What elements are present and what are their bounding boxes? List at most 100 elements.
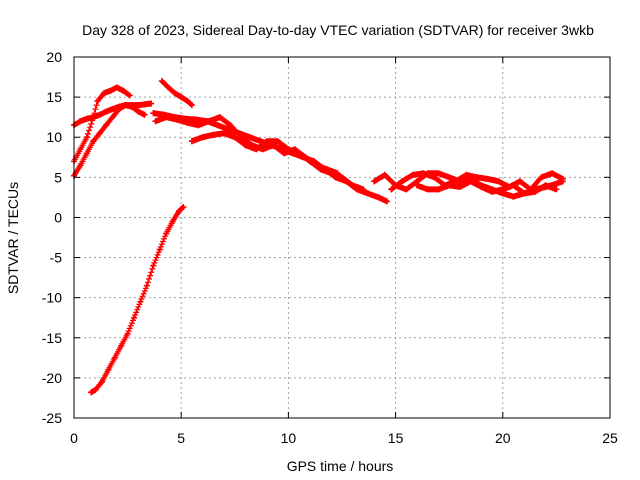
data-point — [399, 178, 406, 185]
data-series — [71, 78, 566, 396]
data-point — [274, 138, 281, 145]
data-point — [109, 114, 116, 121]
data-point — [317, 166, 324, 173]
y-axis-label: SDTVAR / TECUs — [5, 182, 21, 294]
data-point — [549, 170, 556, 177]
y-tick-label: -25 — [42, 410, 62, 426]
axis-ticks — [73, 56, 611, 419]
data-point — [122, 102, 129, 109]
data-point — [227, 122, 234, 129]
data-point — [510, 193, 517, 200]
data-point — [499, 186, 506, 193]
y-tick-label: 5 — [54, 169, 62, 185]
data-point — [542, 182, 549, 189]
data-point — [328, 170, 335, 177]
data-point — [176, 208, 183, 215]
y-tick-label: 15 — [46, 89, 62, 105]
data-point — [281, 150, 288, 157]
x-tick-labels: 0 5 10 15 20 25 — [70, 430, 618, 446]
data-point — [531, 188, 538, 195]
y-tick-label: -5 — [50, 250, 63, 266]
data-point — [137, 298, 144, 305]
data-point — [88, 389, 95, 396]
data-point — [306, 158, 313, 165]
data-point — [77, 146, 84, 153]
data-point — [158, 78, 165, 85]
data-point — [120, 87, 127, 94]
data-point — [339, 174, 345, 181]
data-point — [150, 110, 157, 117]
series-2 — [71, 102, 148, 179]
y-tick-labels: -25 -20 -15 -10 -5 0 5 10 15 20 — [42, 49, 62, 426]
data-point — [263, 138, 270, 145]
data-point — [143, 282, 150, 289]
data-point — [173, 116, 180, 123]
x-tick-label: 5 — [177, 430, 185, 446]
data-point — [424, 186, 431, 193]
data-point — [478, 183, 485, 190]
data-point — [403, 186, 410, 193]
data-point — [431, 174, 438, 181]
data-point — [135, 102, 142, 109]
data-point — [171, 90, 178, 97]
data-point — [193, 116, 200, 123]
data-point — [83, 134, 90, 141]
data-point — [141, 111, 148, 118]
data-point — [388, 186, 395, 193]
data-point — [420, 170, 427, 177]
chart-title: Day 328 of 2023, Sidereal Day-to-day VTE… — [82, 22, 594, 38]
data-point — [109, 106, 116, 113]
data-point — [553, 180, 560, 187]
data-point — [296, 150, 303, 157]
data-point — [105, 366, 112, 373]
data-point — [124, 330, 131, 337]
data-point — [364, 190, 371, 197]
data-point — [96, 111, 103, 118]
data-point — [456, 183, 463, 190]
data-point — [435, 186, 442, 193]
data-point — [384, 198, 391, 205]
data-point — [446, 174, 453, 181]
data-point — [180, 204, 187, 211]
data-point — [510, 182, 517, 189]
data-point — [446, 182, 453, 189]
series-5 — [158, 78, 195, 109]
data-point — [103, 122, 110, 129]
data-point — [116, 103, 123, 110]
data-point — [553, 186, 560, 193]
data-point — [381, 171, 388, 178]
data-point — [467, 178, 474, 185]
data-point — [216, 114, 223, 121]
x-tick-label: 0 — [70, 430, 78, 446]
grid-lines — [74, 57, 610, 418]
data-point — [206, 118, 213, 125]
data-point — [474, 174, 481, 181]
data-point — [101, 90, 108, 97]
series-4 — [71, 100, 155, 129]
data-point — [285, 146, 292, 153]
series-1 — [88, 204, 187, 396]
data-point — [77, 162, 84, 169]
data-point — [210, 131, 217, 138]
data-point — [521, 190, 528, 197]
data-point — [225, 126, 232, 133]
x-tick-label: 20 — [495, 430, 511, 446]
y-tick-label: 0 — [54, 209, 62, 225]
data-point — [246, 134, 253, 141]
data-point — [463, 171, 470, 178]
data-point — [77, 118, 84, 125]
series-3 — [71, 84, 133, 165]
y-tick-label: -20 — [42, 370, 62, 386]
data-point — [199, 134, 206, 141]
data-point — [253, 146, 260, 153]
data-point — [118, 342, 125, 349]
data-point — [150, 262, 157, 269]
x-tick-label: 25 — [602, 430, 618, 446]
data-point — [90, 138, 97, 145]
data-point — [103, 108, 110, 115]
data-point — [163, 114, 170, 121]
data-point — [214, 122, 221, 129]
data-point — [165, 84, 172, 91]
data-point — [484, 175, 491, 182]
data-point — [184, 119, 191, 126]
